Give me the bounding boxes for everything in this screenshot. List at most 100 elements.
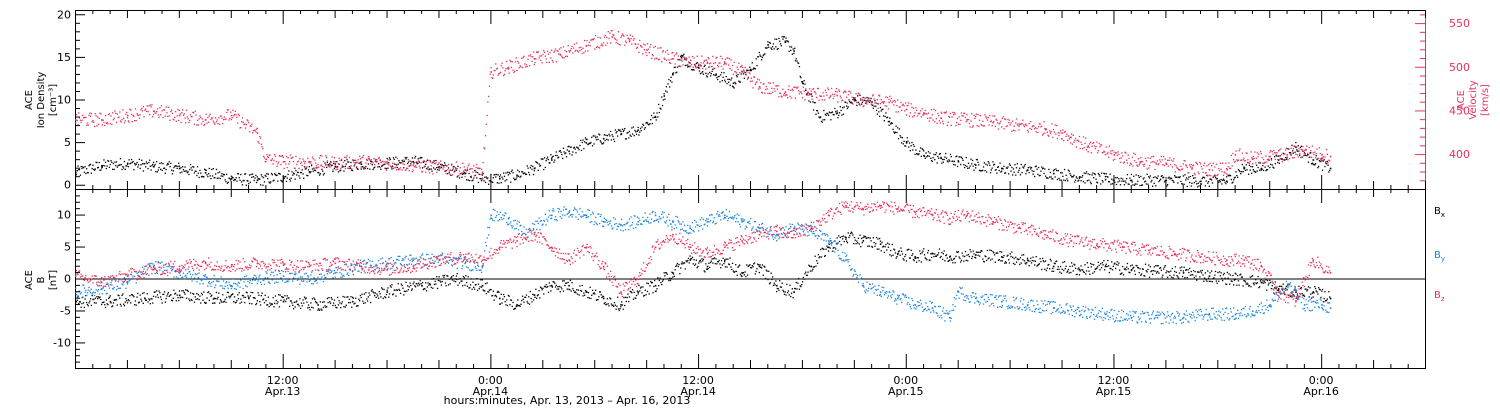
data-point xyxy=(637,278,640,281)
data-point xyxy=(464,262,466,265)
data-point xyxy=(637,221,640,223)
data-point xyxy=(1001,167,1003,170)
b-y-tick-label: -5 xyxy=(60,304,71,317)
data-point xyxy=(525,233,527,236)
data-point xyxy=(871,101,873,103)
data-point xyxy=(1078,268,1081,271)
data-point xyxy=(533,58,536,60)
data-point xyxy=(1260,167,1263,170)
data-point xyxy=(1295,300,1297,303)
data-point xyxy=(949,316,951,319)
axis-ticks xyxy=(75,10,1426,368)
data-point xyxy=(360,161,363,163)
data-point xyxy=(1277,159,1280,161)
data-point xyxy=(940,117,942,119)
data-point xyxy=(957,291,960,293)
data-point xyxy=(481,259,484,261)
data-point xyxy=(101,119,103,121)
data-point xyxy=(620,133,622,136)
data-point xyxy=(879,243,882,245)
data-point xyxy=(213,297,216,300)
data-point xyxy=(1174,252,1176,255)
data-point xyxy=(585,246,588,249)
data-point xyxy=(810,265,813,268)
data-point xyxy=(620,304,622,306)
data-point xyxy=(1113,154,1116,156)
data-point xyxy=(75,275,77,277)
data-point xyxy=(386,262,389,265)
data-point xyxy=(1200,180,1202,183)
data-point xyxy=(282,161,285,163)
data-point xyxy=(1234,313,1237,316)
data-point xyxy=(1251,158,1254,160)
data-point xyxy=(1226,168,1228,170)
data-point xyxy=(499,177,501,180)
data-point xyxy=(1156,316,1159,319)
data-point xyxy=(888,120,891,123)
data-point xyxy=(1208,313,1211,316)
data-point xyxy=(923,154,925,157)
data-point xyxy=(672,58,674,60)
data-point xyxy=(1001,300,1003,303)
data-point xyxy=(317,304,319,306)
data-point xyxy=(689,227,691,229)
data-point xyxy=(1026,304,1029,306)
legend: Bx By Bz xyxy=(1434,206,1445,303)
data-point xyxy=(386,162,389,165)
data-point xyxy=(975,297,977,300)
data-point xyxy=(776,230,778,233)
top-right-ylabel-line2: Velocity xyxy=(1468,80,1479,119)
data-point xyxy=(412,160,415,163)
data-point xyxy=(1329,167,1332,170)
b-y-tick-label: 5 xyxy=(64,241,71,254)
data-point xyxy=(654,284,657,287)
x-tick-date-label: Apr.15 xyxy=(888,385,924,398)
data-point xyxy=(178,167,181,170)
data-point xyxy=(879,205,882,207)
data-point xyxy=(1269,304,1271,306)
data-point xyxy=(853,99,856,102)
data-point xyxy=(905,108,908,111)
data-point xyxy=(776,284,778,287)
data-point xyxy=(1044,233,1046,236)
data-point xyxy=(801,82,804,85)
data-point xyxy=(438,259,441,261)
density-y-tick-label: 0 xyxy=(64,179,71,192)
data-point xyxy=(1226,180,1228,183)
data-point xyxy=(1312,291,1315,293)
data-point xyxy=(481,171,484,174)
data-point xyxy=(126,162,129,165)
data-point xyxy=(827,240,830,242)
data-point xyxy=(1234,278,1237,281)
data-point xyxy=(1286,154,1289,156)
data-point xyxy=(499,246,501,249)
top-left-ylabel-line3: [cm⁻³] xyxy=(48,84,59,116)
data-point xyxy=(75,172,77,174)
data-point xyxy=(715,73,717,76)
data-point xyxy=(585,291,588,293)
data-point xyxy=(204,278,207,281)
x-tick-date-label: Apr.14 xyxy=(680,385,716,398)
data-point xyxy=(793,50,795,52)
data-point xyxy=(1269,155,1271,158)
top-left-ylabel-line2: Ion Density xyxy=(36,72,47,129)
data-point xyxy=(810,230,813,233)
data-point xyxy=(421,284,423,287)
data-point xyxy=(957,160,960,163)
data-point xyxy=(1078,310,1081,313)
data-point xyxy=(724,214,726,217)
data-point xyxy=(637,129,640,131)
data-point xyxy=(1165,179,1167,182)
data-point xyxy=(152,110,155,112)
data-point xyxy=(464,172,466,175)
data-point xyxy=(1208,168,1211,171)
data-point xyxy=(940,157,942,160)
data-point xyxy=(1052,265,1055,268)
data-point xyxy=(1001,256,1003,258)
data-point xyxy=(1052,307,1055,309)
data-point xyxy=(949,256,951,258)
data-point xyxy=(308,171,311,173)
data-point xyxy=(152,166,155,168)
data-point xyxy=(351,300,354,303)
data-point xyxy=(888,101,891,104)
